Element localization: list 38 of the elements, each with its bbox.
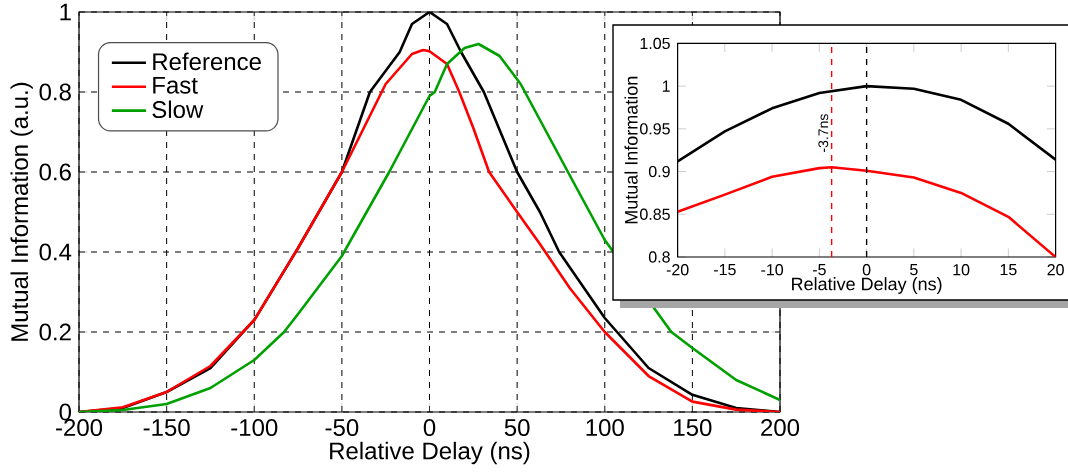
y-tick-label: 0.8 [648,251,670,263]
y-tick-label: 1 [662,80,670,92]
y-tick-label: 0 [59,403,72,421]
x-tick-label: 200 [761,419,800,437]
y-axis-title: Mutual Information [624,76,638,224]
x-tick-label: 150 [674,419,712,437]
x-tick-label: 5 [910,264,918,276]
y-tick-label: 1 [60,3,71,21]
legend-label: Fast [153,76,198,94]
x-tick-label: 10 [953,264,970,276]
x-tick-label: -200 [56,419,103,437]
x-tick-label: -20 [666,264,689,276]
y-tick-label: 1.05 [640,37,670,50]
y-tick-label: 0.2 [39,323,71,341]
x-tick-label: -5 [812,264,826,276]
y-tick-label: 0.85 [640,208,670,220]
x-tick-label: 0 [862,264,871,276]
y-axis-title: Mutual Information (a.u.) [10,82,33,341]
x-tick-label: -15 [714,264,736,276]
y-tick-label: 0.4 [39,243,72,261]
legend-label: Slow [152,100,204,119]
y-tick-label: 0.8 [39,83,71,101]
x-tick-label: 50 [504,419,530,437]
y-tick-label: 0.9 [648,165,670,178]
x-tick-label: -50 [325,419,359,437]
y-tick-label: 0.6 [39,163,71,181]
x-axis-title: Relative Delay (ns) [330,441,530,465]
y-tick-label: 0.95 [640,123,670,135]
x-tick-label: 100 [586,419,624,437]
x-tick-label: -10 [761,264,784,276]
x-tick-label: 15 [1000,264,1017,276]
x-axis-title: Relative Delay (ns) [792,277,942,294]
x-tick-label: 0 [423,419,436,437]
x-tick-label: -100 [231,419,278,437]
x-tick-label: 20 [1047,264,1064,276]
x-tick-label: -150 [143,419,190,437]
legend-label: Reference [153,52,261,71]
ref-line-label: -3.7ns [818,114,829,152]
